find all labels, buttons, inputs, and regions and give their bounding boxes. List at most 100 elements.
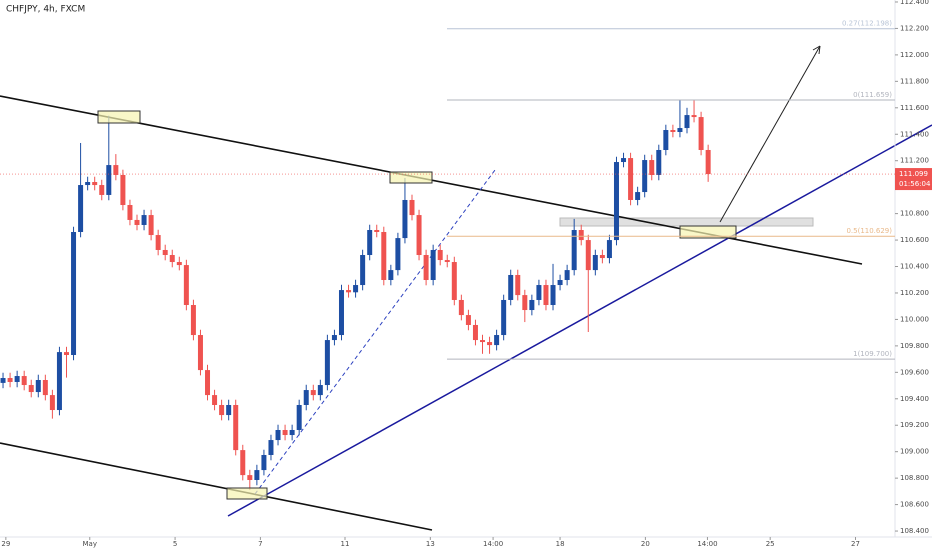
candle-body xyxy=(409,199,415,216)
candle-body xyxy=(346,290,352,293)
candle-body xyxy=(472,324,478,341)
candle-body xyxy=(353,285,359,293)
candle-body xyxy=(621,158,627,163)
y-tick-label: 111.400 xyxy=(900,130,929,138)
y-tick-label: 110.200 xyxy=(900,289,929,297)
candle-body xyxy=(360,255,366,286)
candle-body xyxy=(670,130,676,133)
candle-body xyxy=(49,395,55,411)
candle-body xyxy=(663,130,669,150)
zone xyxy=(559,217,814,227)
candle-body xyxy=(543,285,549,306)
candle-body xyxy=(402,199,408,239)
y-tick-label: 112.000 xyxy=(900,51,929,59)
candle-body xyxy=(522,295,528,311)
candle-body xyxy=(564,270,570,281)
candle-body xyxy=(388,270,394,281)
y-tick-label: 111.600 xyxy=(900,104,929,112)
candle-body xyxy=(21,376,27,386)
candle-body xyxy=(303,390,309,405)
x-tick-label: 25 xyxy=(766,540,775,548)
arrow-head xyxy=(812,45,821,55)
candle-body xyxy=(35,380,41,393)
candle-body xyxy=(628,158,634,200)
candle-body xyxy=(275,429,281,441)
candle-body xyxy=(247,475,253,480)
candle-body xyxy=(85,181,91,186)
candle-body xyxy=(529,299,535,311)
candle-body xyxy=(395,238,401,271)
last-price-label: 111.099 xyxy=(899,170,928,178)
candle-body xyxy=(268,440,274,455)
candle-body xyxy=(338,290,344,336)
candle-body xyxy=(240,450,246,476)
x-tick-label: 14:00 xyxy=(697,540,717,548)
chart-title: CHFJPY, 4h, FXCM xyxy=(6,5,85,15)
highlight-box xyxy=(226,487,268,500)
candle-body xyxy=(113,165,119,175)
candle-body xyxy=(14,376,20,382)
candle-body xyxy=(423,255,429,281)
candle-body xyxy=(205,370,211,396)
candle-body xyxy=(458,299,464,316)
x-tick-label: 27 xyxy=(851,540,860,548)
candle-body xyxy=(557,280,563,286)
candle-body xyxy=(7,378,13,382)
candle-body xyxy=(261,454,267,471)
candle-body xyxy=(92,181,98,186)
candle-body xyxy=(642,160,648,193)
candle-body xyxy=(282,429,288,436)
candle-body xyxy=(310,390,316,396)
fib-label: 0(111.659) xyxy=(853,91,892,99)
x-tick-label: May xyxy=(83,540,97,548)
candle-body xyxy=(127,205,133,220)
candle-body xyxy=(226,404,232,416)
y-tick-label: 109.400 xyxy=(900,395,929,403)
x-tick-label: 11 xyxy=(341,540,350,548)
y-tick-label: 110.600 xyxy=(900,236,929,244)
dashed-trend xyxy=(254,169,496,495)
channel-lower xyxy=(0,442,433,531)
candle-body xyxy=(416,215,422,256)
candle-body xyxy=(134,219,140,225)
y-tick-label: 110.400 xyxy=(900,263,929,271)
candle-body xyxy=(367,230,373,256)
candle-body xyxy=(487,342,493,346)
candle-body xyxy=(606,240,612,259)
candle-body xyxy=(233,404,239,451)
x-tick-label: 29 xyxy=(1,540,10,548)
candle-body xyxy=(437,249,443,261)
highlight-box xyxy=(389,171,433,184)
x-tick-label: 13 xyxy=(426,540,435,548)
candle-body xyxy=(296,404,302,430)
candle-body xyxy=(148,215,154,236)
y-tick-label: 111.200 xyxy=(900,157,929,165)
candle-body xyxy=(190,305,196,336)
candle-body xyxy=(381,231,387,281)
y-tick-label: 109.200 xyxy=(900,421,929,429)
y-tick-label: 110.000 xyxy=(900,315,929,323)
candle-body xyxy=(536,285,542,300)
candle-body xyxy=(63,352,69,356)
candle-body xyxy=(585,240,591,271)
candle-body xyxy=(176,262,182,266)
candle-body xyxy=(656,149,662,175)
y-tick-label: 111.800 xyxy=(900,77,929,85)
candle-body xyxy=(705,149,711,175)
candle-body xyxy=(78,185,84,232)
candle-body xyxy=(374,230,380,232)
candle-body xyxy=(613,162,619,241)
y-tick-label: 112.200 xyxy=(900,24,929,32)
fib-label: 0.5(110.629) xyxy=(846,227,892,235)
candle-body xyxy=(0,378,6,383)
candle-body xyxy=(599,255,605,259)
y-tick-label: 109.800 xyxy=(900,342,929,350)
candle-body xyxy=(480,340,486,343)
candle-body xyxy=(508,274,514,300)
y-tick-label: 112.400 xyxy=(900,0,929,6)
candle-body xyxy=(71,231,77,356)
candle-body xyxy=(106,165,112,195)
fib-label: 0.27(112.198) xyxy=(842,20,892,28)
